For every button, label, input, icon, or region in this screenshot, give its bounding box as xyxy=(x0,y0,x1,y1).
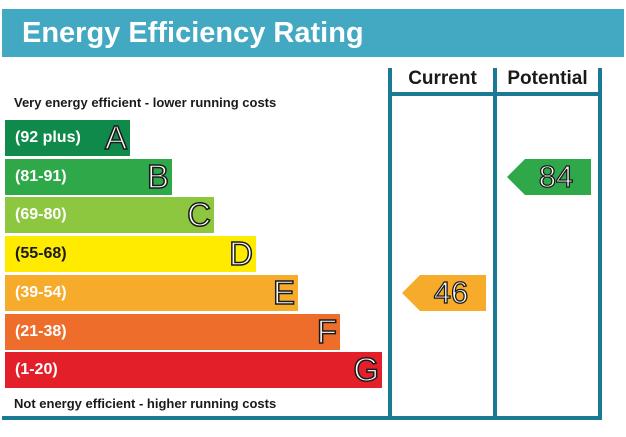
band-range-label: (92 plus) xyxy=(15,129,81,146)
band-letter: B xyxy=(146,157,170,195)
band-letter: D xyxy=(228,235,253,273)
band-letter: G xyxy=(353,351,380,389)
arrow-current: 46 xyxy=(402,274,486,311)
arrow-value: 46 xyxy=(433,274,469,310)
arrow-shape xyxy=(507,158,591,195)
band-e: (39-54) E xyxy=(5,273,298,312)
frame-line-bottom xyxy=(2,416,602,420)
band-letter: F xyxy=(316,312,338,350)
band-letter: C xyxy=(186,196,211,234)
band-a: (92 plus) A xyxy=(5,119,130,157)
frame-line-header xyxy=(388,92,602,96)
band-range-label: (21-38) xyxy=(15,322,67,340)
band-range-label: (39-54) xyxy=(15,283,67,301)
bottom-label: Not energy efficient - higher running co… xyxy=(14,396,277,411)
band-g: (1-20) G xyxy=(5,351,382,389)
chart-title: Energy Efficiency Rating xyxy=(22,17,364,49)
top-label: Very energy efficient - lower running co… xyxy=(14,95,277,110)
band-range-label: (81-91) xyxy=(15,167,67,185)
arrow-value: 84 xyxy=(538,158,574,194)
band-letter: A xyxy=(104,119,128,157)
band-range-label: (69-80) xyxy=(15,206,67,224)
band-d: (55-68) D xyxy=(5,235,256,273)
band-c: (69-80) C xyxy=(5,196,214,234)
band-b: (81-91) B xyxy=(5,157,172,195)
band-range-label: (55-68) xyxy=(15,245,67,263)
frame-line-current-right xyxy=(493,68,497,420)
band-range-label: (1-20) xyxy=(15,361,58,379)
band-f: (21-38) F xyxy=(5,312,340,350)
column-header-potential: Potential xyxy=(507,68,588,89)
frame-line-potential-right xyxy=(598,68,602,420)
frame-line-current-left xyxy=(388,68,392,420)
arrow-potential: 84 xyxy=(507,158,591,195)
arrow-shape xyxy=(402,274,486,311)
column-header-current: Current xyxy=(408,68,477,89)
band-letter: E xyxy=(272,273,296,312)
title-bar: Energy Efficiency Rating xyxy=(2,9,624,57)
